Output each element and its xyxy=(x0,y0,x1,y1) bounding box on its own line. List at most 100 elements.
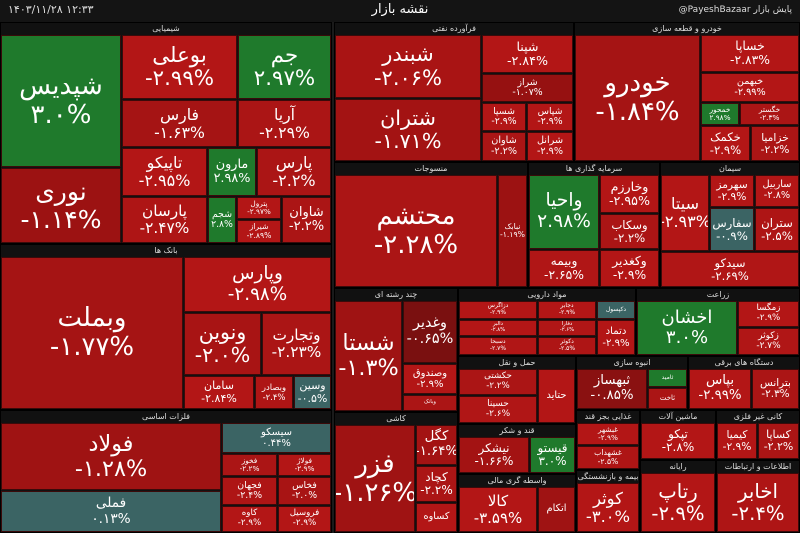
stock-change: -۲.۳% xyxy=(761,388,790,400)
stock-change: -۲.۹۹% xyxy=(698,388,742,403)
stock-change: -۲.۹% xyxy=(489,309,507,316)
stock-change: -۲.۵% xyxy=(761,228,793,243)
stock-name: فخاس xyxy=(292,479,317,491)
stock-name: سهرمز xyxy=(716,178,748,192)
stock-change: -۲.۴% xyxy=(262,391,286,402)
stock-change: -۲.۰% xyxy=(291,490,318,501)
stock-tile: خبهمن -۲.۹۹% xyxy=(701,73,799,102)
stock-name: اخابر xyxy=(738,479,778,503)
stock-tile: نیشکر -۱.۶۶% xyxy=(459,437,529,473)
stock-name: فخوز xyxy=(241,455,258,465)
stock-name: وخارزم xyxy=(610,179,649,195)
stock-tile: نبابک -۱.۱۹% xyxy=(498,175,527,287)
stock-name: وغدیر xyxy=(413,315,447,332)
stock-change: -۲.۹% xyxy=(756,313,781,323)
sector-name: غذایی بجز قند xyxy=(584,412,632,421)
stock-change: -۲.۰۶% xyxy=(373,65,443,90)
stock-name: فارس xyxy=(160,105,199,125)
stock-change: ۲.۹۸% xyxy=(709,113,731,122)
stock-change: -۲.۹% xyxy=(294,464,315,473)
stock-change: ۳.۰% xyxy=(538,454,567,468)
stock-name: پارس xyxy=(275,153,313,173)
stock-tile: حسینا -۲.۶% xyxy=(459,396,537,423)
stock-tile: ثامید xyxy=(648,369,687,387)
stock-name: شپاس xyxy=(537,105,563,117)
stock-tile: محتشم -۲.۲۸% xyxy=(335,175,497,287)
stock-tile: تاپیکو -۲.۹۵% xyxy=(122,148,207,196)
sector-name: سیمان xyxy=(718,164,742,173)
stock-tile: وصندوق -۲.۹% xyxy=(403,364,457,394)
stock-name: کاوه xyxy=(241,508,258,519)
stock-name: زکوثر xyxy=(758,330,779,341)
stock-tile: خگستر -۲.۳% xyxy=(740,103,799,125)
stock-tile: رتاپ -۲.۹% xyxy=(641,473,715,532)
stock-change: ۲.۹۸% xyxy=(537,211,591,232)
stock-name: پارسان xyxy=(141,202,188,221)
sector-name: سرمایه گذاری ها xyxy=(565,164,623,173)
stock-tile: وکغدیر -۲.۹% xyxy=(600,250,659,287)
stock-name: زمگسا xyxy=(756,303,781,314)
stock-tile: کچاد -۲.۲% xyxy=(416,466,457,502)
stock-change: -۲.۹% xyxy=(717,190,747,203)
stock-change: -۲.۴% xyxy=(731,501,785,525)
stock-change: -۲.۹% xyxy=(709,142,742,157)
stock-change: -۱.۶۳% xyxy=(154,122,205,142)
stock-change: -۲.۹۳% xyxy=(661,212,709,231)
stock-tile: اخابر -۲.۴% xyxy=(717,473,799,532)
stock-change: -۰.۵% xyxy=(297,391,328,405)
stock-tile: ثبهساز -۰.۸۵% xyxy=(577,369,647,409)
stock-change: -۲.۸۴% xyxy=(506,53,548,68)
stock-change: -۲.۵% xyxy=(558,345,576,352)
stock-name: سفارس xyxy=(712,215,752,230)
sector-name: حمل و نقل xyxy=(498,358,536,367)
stock-tile: دتماد -۲.۹% xyxy=(597,320,635,355)
stock-tile: پارس -۲.۲% xyxy=(257,148,331,196)
stock-name: خساپا xyxy=(735,38,765,53)
stock-name: آریا xyxy=(273,105,296,125)
stock-tile: شپاس -۲.۹% xyxy=(527,103,573,131)
sector-name: خودرو و قطعه سازی xyxy=(652,24,722,33)
stock-change: -۲.۰% xyxy=(194,343,251,367)
stock-name: شاوان xyxy=(491,134,517,146)
stock-name: شراز xyxy=(517,76,538,88)
stock-name: نوری xyxy=(35,177,87,206)
stock-name: ساربیل xyxy=(762,179,792,191)
sector-name: چند رشته ای xyxy=(374,290,418,299)
stock-change: -۲.۸۴% xyxy=(201,391,237,405)
stock-change: ۰.۴۴% xyxy=(262,438,291,449)
stock-name: سیدکو xyxy=(714,255,746,270)
stock-change: -۲.۸۹% xyxy=(246,230,272,240)
stock-name: شجم xyxy=(211,208,233,220)
stock-name: خودرو xyxy=(604,68,671,99)
sector-name: زراعت xyxy=(706,290,730,299)
stock-tile: وبملت -۱.۷۷% xyxy=(1,257,183,409)
stock-name: مارون xyxy=(215,156,249,172)
stock-tile: وخارزم -۲.۹۵% xyxy=(600,175,659,213)
stock-change: -۳.۵۹% xyxy=(473,508,523,527)
stock-name: غشهداب xyxy=(594,448,622,458)
stock-change: -۲.۶% xyxy=(485,408,511,419)
stock-tile: شجم ۲.۸% xyxy=(208,197,236,243)
sector-name: مواد دارویی xyxy=(527,290,567,299)
sector-name: بیمه و بازنشستگی xyxy=(577,472,639,481)
stock-change: -۱.۶۶% xyxy=(474,454,514,468)
stock-tile: فجهان -۲.۴% xyxy=(222,477,277,505)
stock-tile: سامان -۲.۸۴% xyxy=(184,376,254,409)
stock-name: شسپا xyxy=(493,105,515,117)
stock-tile: سهرمز -۲.۹% xyxy=(710,175,754,207)
stock-change: -۲.۸% xyxy=(661,440,695,454)
stock-name: وسین xyxy=(299,379,326,393)
stock-tile: غبشهر -۲.۹% xyxy=(577,423,639,445)
stock-tile: فخوز -۲.۲% xyxy=(222,454,277,476)
stock-change: -۲.۹% xyxy=(558,309,576,316)
stock-name: کچاد xyxy=(425,469,448,484)
stock-change: -۱.۱۹% xyxy=(499,230,525,239)
stock-name: ستران xyxy=(761,215,793,230)
stock-tile: دفارا -۲.۶% xyxy=(538,320,596,336)
stock-name: بپاس xyxy=(705,373,735,389)
stock-change: -۲.۹% xyxy=(602,337,630,349)
stock-change: -۲.۹% xyxy=(237,518,262,528)
stock-change: -۲.۲% xyxy=(272,171,316,190)
stock-tile: پترول -۲.۹۷% xyxy=(237,197,281,219)
stock-tile: شپنا -۲.۸۴% xyxy=(482,35,573,73)
